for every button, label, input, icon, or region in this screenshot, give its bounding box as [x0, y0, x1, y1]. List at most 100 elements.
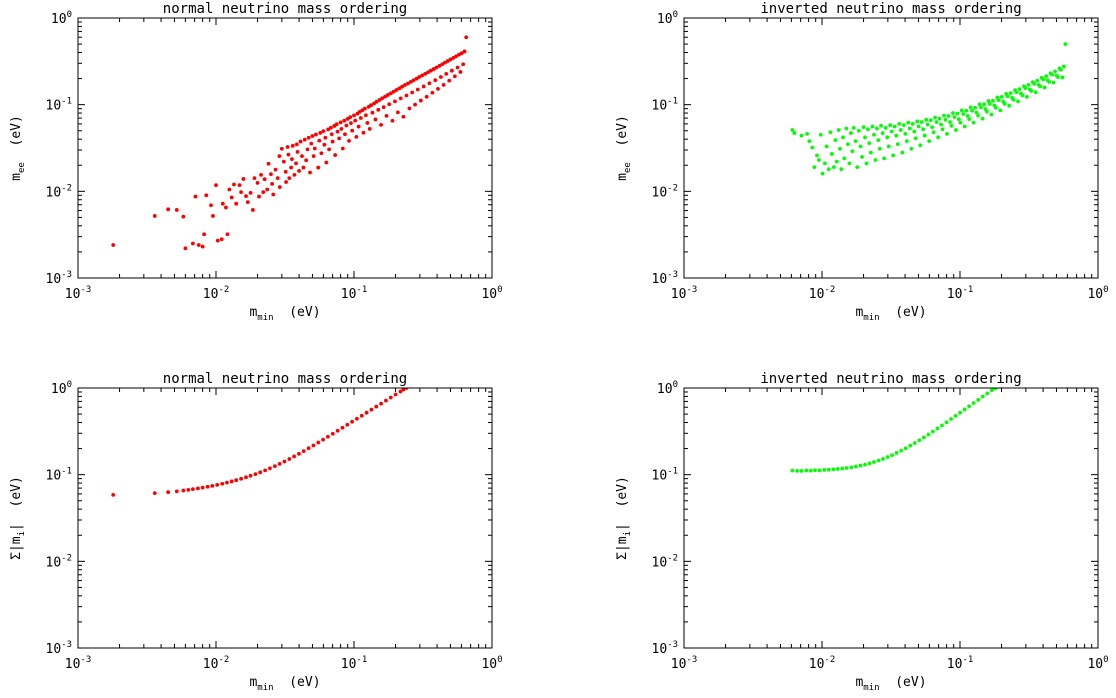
data-point — [830, 152, 834, 156]
data-point — [982, 102, 986, 107]
data-point — [271, 192, 276, 197]
x-axis-label: mmin (eV) — [249, 305, 320, 323]
data-point — [202, 232, 207, 237]
data-point — [301, 165, 306, 170]
data-point — [309, 141, 314, 146]
data-point — [980, 394, 985, 399]
x-tick-label: 10-2 — [809, 285, 836, 302]
y-tick-label: 10-2 — [652, 553, 679, 570]
data-point — [403, 83, 407, 87]
data-point — [269, 172, 273, 177]
y-axis-label: Σ|mi| (eV) — [9, 476, 27, 560]
data-point — [292, 172, 297, 177]
data-point — [835, 467, 840, 471]
data-point — [196, 486, 200, 491]
data-point — [989, 388, 994, 393]
data-point — [443, 60, 447, 65]
data-point — [257, 194, 261, 199]
data-point — [275, 176, 280, 181]
data-point — [1038, 84, 1043, 89]
data-point — [875, 126, 879, 131]
data-point — [393, 392, 398, 397]
data-point — [973, 105, 978, 110]
data-point — [1014, 90, 1019, 95]
data-point — [967, 117, 972, 122]
data-point — [111, 243, 116, 247]
data-point — [867, 141, 872, 146]
data-point — [318, 131, 323, 135]
tick-marks — [77, 387, 493, 649]
data-point — [953, 413, 958, 418]
data-point — [870, 124, 875, 129]
data-point — [790, 468, 795, 473]
data-point — [1007, 103, 1012, 108]
data-point — [912, 441, 917, 445]
data-point — [398, 96, 403, 101]
data-point — [397, 86, 402, 91]
data-point — [948, 120, 952, 124]
data-point — [879, 123, 883, 128]
data-point — [335, 428, 340, 433]
data-point — [958, 410, 962, 415]
data-point — [942, 113, 946, 118]
data-points — [111, 388, 409, 497]
data-point — [958, 120, 963, 125]
data-point — [964, 108, 969, 113]
data-point — [234, 478, 239, 483]
data-point — [916, 124, 921, 129]
data-point — [330, 139, 335, 144]
data-point — [401, 114, 406, 119]
x-axis-label: mmin (eV) — [855, 305, 926, 323]
data-point — [891, 153, 896, 158]
data-point — [834, 159, 839, 164]
y-tick-label: 10-2 — [652, 183, 679, 200]
data-point — [849, 131, 853, 135]
data-point — [873, 158, 878, 162]
data-point — [252, 176, 257, 181]
data-point — [844, 126, 849, 131]
data-point — [324, 160, 329, 165]
data-point — [326, 434, 330, 439]
data-point — [876, 458, 881, 463]
data-point — [844, 466, 849, 470]
data-point — [967, 404, 972, 409]
data-point — [152, 214, 157, 218]
data-point — [888, 123, 893, 128]
data-point — [339, 127, 344, 131]
data-point — [348, 115, 353, 120]
data-point — [441, 82, 446, 87]
data-point — [895, 142, 900, 147]
data-point — [1051, 80, 1056, 85]
data-point — [907, 126, 912, 131]
data-point — [290, 143, 295, 148]
data-point — [897, 121, 902, 126]
data-point — [976, 113, 980, 118]
plot-frame — [683, 387, 1099, 649]
data-point — [935, 426, 940, 431]
data-point — [229, 479, 234, 484]
data-point — [347, 138, 351, 143]
y-tick-label: 10-3 — [652, 270, 679, 287]
data-point — [248, 473, 253, 478]
data-point — [272, 464, 277, 469]
data-point — [839, 167, 844, 172]
data-point — [885, 135, 890, 140]
data-point — [461, 62, 466, 67]
data-point — [955, 111, 960, 116]
data-point — [970, 108, 975, 113]
data-point — [1047, 80, 1051, 84]
y-axis-label: Σ|mi| (eV) — [615, 476, 633, 560]
data-point — [186, 487, 191, 492]
data-point — [211, 214, 215, 218]
data-point — [1011, 97, 1016, 102]
data-point — [845, 142, 850, 147]
data-point — [404, 93, 409, 98]
data-point — [815, 153, 819, 158]
data-point — [298, 139, 303, 144]
data-point — [989, 112, 994, 117]
data-point — [286, 152, 291, 157]
data-point — [847, 161, 852, 166]
data-point — [283, 169, 288, 174]
data-point — [196, 243, 201, 247]
data-point — [1056, 75, 1060, 79]
